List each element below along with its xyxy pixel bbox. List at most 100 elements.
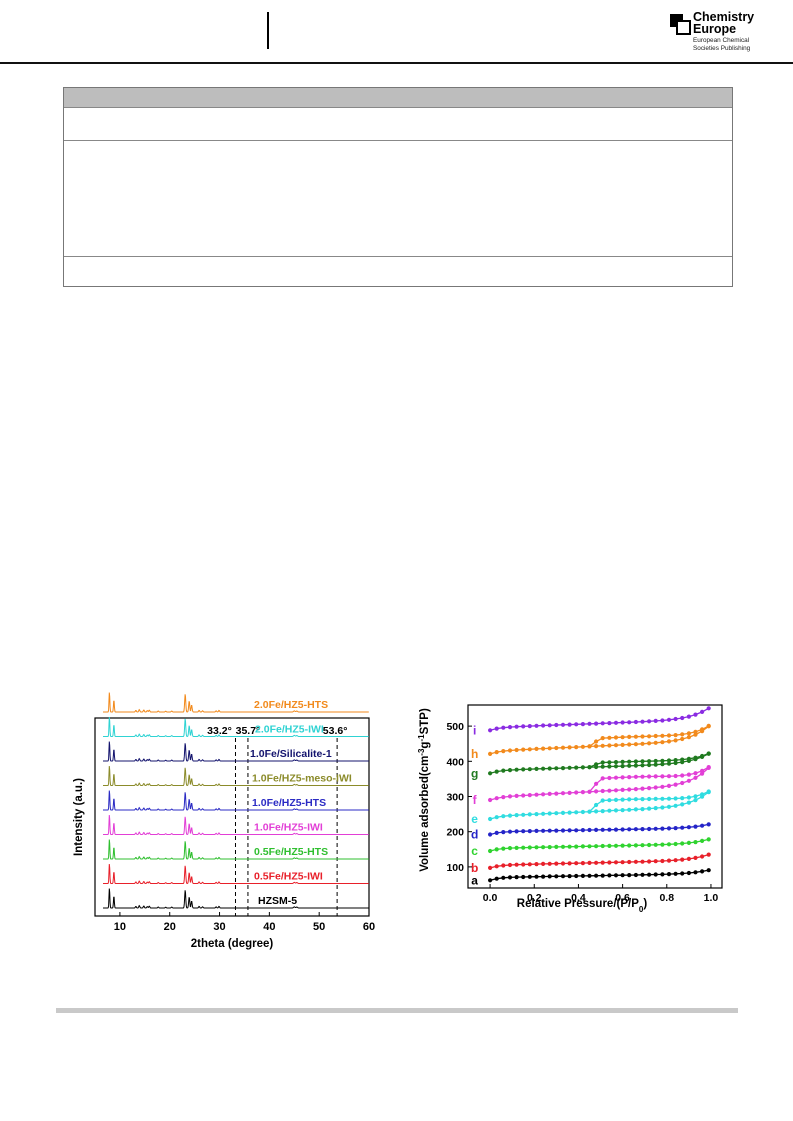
isotherm-data-point — [554, 874, 559, 879]
publisher-logo[interactable]: Chemistry Europe European Chemical Socie… — [669, 11, 789, 55]
isotherm-data-point — [574, 790, 579, 795]
isotherm-data-point — [633, 763, 639, 768]
isotherm-data-point — [633, 742, 639, 747]
isotherm-data-point — [514, 875, 519, 880]
isotherm-data-point — [494, 796, 499, 801]
isotherm-data-point — [554, 828, 559, 833]
isotherm-data-point — [567, 844, 572, 849]
table-header-row — [64, 88, 732, 108]
isotherm-data-point — [653, 718, 658, 724]
isotherm-data-point — [640, 741, 645, 746]
isotherm-data-point — [541, 746, 546, 751]
isotherm-data-point — [660, 784, 665, 789]
isotherm-data-point — [541, 723, 546, 728]
isotherm-data-point — [706, 837, 711, 842]
xrd-y-axis-label: Intensity (a.u.) — [73, 778, 85, 856]
isotherm-data-point — [633, 843, 639, 848]
isotherm-data-point — [560, 861, 566, 866]
isotherm-data-point — [613, 827, 619, 832]
isotherm-data-point — [647, 741, 652, 746]
isotherm-data-point — [613, 808, 619, 813]
isotherm-data-point — [686, 856, 692, 862]
isotherm-data-point — [620, 764, 625, 769]
isotherm-data-point — [594, 809, 599, 814]
isotherm-desorption-line — [588, 766, 710, 793]
isotherm-data-point — [494, 830, 499, 836]
isotherm-data-point — [607, 721, 612, 726]
isotherm-data-point — [647, 719, 652, 724]
isotherm-data-point — [554, 861, 559, 866]
isotherm-data-point — [653, 762, 658, 767]
isotherm-data-point — [521, 793, 526, 798]
isotherm-data-point — [488, 878, 493, 883]
isotherm-data-point — [640, 763, 645, 768]
isotherm-data-point — [673, 841, 678, 847]
isotherm-data-point — [488, 771, 493, 776]
isotherm-data-point — [600, 788, 605, 794]
isotherm-data-point — [554, 722, 559, 728]
xrd-series-label: 0.5Fe/HZ5-IWI — [254, 871, 323, 883]
isotherm-data-point — [613, 764, 619, 769]
isotherm-data-point — [534, 845, 539, 850]
isotherm-data-point — [627, 827, 632, 832]
isotherm-data-point — [501, 749, 506, 754]
isotherm-data-point — [560, 745, 566, 750]
isotherm-data-point — [600, 827, 605, 832]
isotherm-data-point — [673, 871, 678, 876]
isotherm-data-point — [541, 828, 546, 833]
xrd-series-label: 1.0Fe/Silicalite-1 — [250, 748, 332, 760]
isotherm-data-point — [587, 873, 592, 878]
table-rule — [64, 140, 732, 141]
isotherm-data-point — [666, 826, 672, 831]
isotherm-data-point — [600, 764, 605, 769]
isotherm-data-point — [560, 766, 566, 771]
isotherm-data-point — [521, 874, 526, 880]
isotherm-data-point — [494, 876, 499, 881]
isotherm-data-point — [534, 862, 539, 867]
isotherm-data-point — [613, 860, 619, 865]
isotherm-data-point — [534, 723, 539, 728]
isotherm-data-point — [620, 787, 625, 793]
isotherm-data-point — [627, 763, 632, 768]
isotherm-data-point — [580, 765, 586, 770]
isotherm-data-point — [633, 807, 639, 812]
isotherm-x-axis-label: Relative Pressure/(P/P0) — [517, 898, 648, 914]
xrd-series-label: 1.0Fe/HZ5-IWI — [254, 822, 323, 834]
isotherm-data-point — [534, 874, 539, 879]
isotherm-data-point — [580, 744, 586, 749]
isotherm-data-point — [594, 721, 599, 726]
isotherm-data-point — [680, 857, 685, 862]
isotherm-data-point — [620, 742, 625, 748]
isotherm-y-axis-label: Volume adsorbed(cm-3g-1STP) — [417, 708, 432, 872]
isotherm-adsorption-line — [489, 869, 709, 881]
isotherm-data-point — [607, 788, 612, 793]
isotherm-data-point — [547, 791, 552, 797]
isotherm-data-point — [501, 725, 506, 730]
isotherm-data-point — [633, 827, 639, 832]
isotherm-adsorption-line — [489, 753, 709, 774]
isotherm-data-point — [607, 743, 612, 748]
isotherm-data-point — [547, 811, 552, 816]
isotherm-data-point — [514, 829, 519, 834]
isotherm-data-point — [620, 808, 625, 813]
isotherm-data-point — [527, 747, 532, 752]
isotherm-data-point — [700, 838, 705, 844]
isotherm-x-tick-label: 0.6 — [615, 892, 630, 904]
isotherm-data-point — [594, 844, 599, 849]
isotherm-data-point — [567, 722, 572, 727]
isotherm-data-point — [541, 861, 546, 867]
isotherm-data-point — [607, 827, 612, 832]
isotherm-data-point — [554, 844, 559, 850]
isotherm-data-point — [706, 822, 711, 827]
isotherm-data-point — [600, 743, 605, 748]
isotherm-data-point — [514, 813, 519, 818]
section-rule — [56, 1008, 738, 1013]
xrd-reference-label: 33.2° — [207, 725, 232, 737]
isotherm-data-point — [686, 714, 692, 719]
isotherm-data-point — [507, 748, 513, 753]
isotherm-data-point — [693, 824, 698, 829]
isotherm-data-point — [673, 803, 678, 808]
isotherm-data-point — [554, 791, 559, 796]
isotherm-data-point — [680, 736, 685, 742]
isotherm-data-point — [633, 859, 639, 864]
